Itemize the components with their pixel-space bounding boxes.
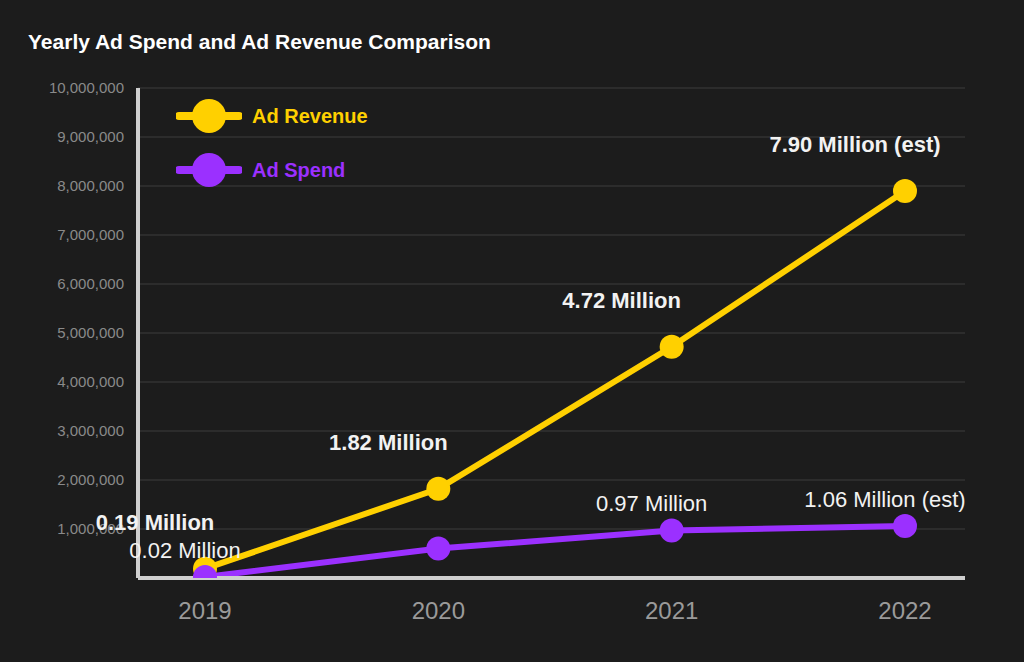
svg-text:2022: 2022 bbox=[878, 597, 931, 624]
svg-text:7,000,000: 7,000,000 bbox=[57, 226, 124, 243]
html-text:Ad Spend: Ad Spend bbox=[252, 158, 346, 181]
svg-text:2019: 2019 bbox=[178, 597, 231, 624]
svg-text:9,000,000: 9,000,000 bbox=[57, 128, 124, 145]
svg-text:2020: 2020 bbox=[412, 597, 465, 624]
svg-text:1.82 Million: 1.82 Million bbox=[329, 430, 448, 455]
svg-text:8,000,000: 8,000,000 bbox=[57, 177, 124, 194]
svg-text:0.02 Million: 0.02 Million bbox=[129, 538, 240, 563]
svg-text:5,000,000: 5,000,000 bbox=[57, 324, 124, 341]
svg-text:1,000,000: 1,000,000 bbox=[57, 520, 124, 538]
svg-text:1.06 Million (est): 1.06 Million (est) bbox=[804, 487, 965, 512]
svg-text:10,000,000: 10,000,000 bbox=[49, 79, 124, 96]
html-text:Ad Revenue: Ad Revenue bbox=[252, 104, 368, 127]
svg-text:6,000,000: 6,000,000 bbox=[57, 275, 124, 292]
svg-text:3,000,000: 3,000,000 bbox=[57, 422, 124, 439]
html-text:Yearly Ad Spend and Ad Revenue: Yearly Ad Spend and Ad Revenue Compariso… bbox=[28, 30, 491, 53]
svg-text:2,000,000: 2,000,000 bbox=[57, 471, 124, 488]
svg-text:0.19 Million: 0.19 Million bbox=[96, 510, 215, 535]
svg-text:4.72 Million: 4.72 Million bbox=[562, 288, 681, 313]
svg-text:7.90 Million (est): 7.90 Million (est) bbox=[769, 132, 940, 157]
svg-text:4,000,000: 4,000,000 bbox=[57, 373, 124, 390]
svg-text:0.97 Million: 0.97 Million bbox=[596, 491, 707, 516]
svg-text:2021: 2021 bbox=[645, 597, 698, 624]
